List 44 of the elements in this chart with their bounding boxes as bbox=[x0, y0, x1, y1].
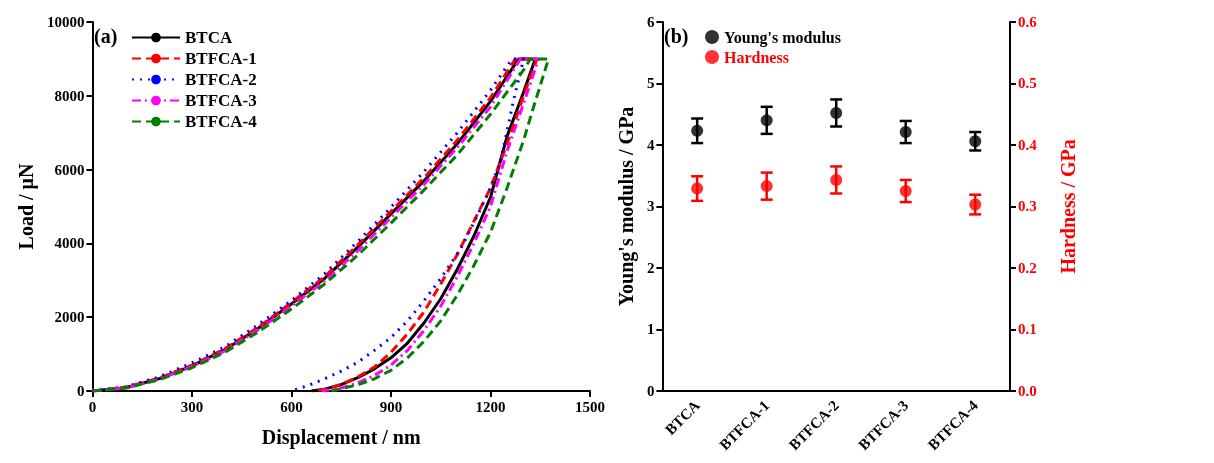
x-tick-label: 300 bbox=[180, 398, 204, 415]
y-tick-label: 2000 bbox=[54, 309, 85, 326]
x-axis-title: Displacement / nm bbox=[261, 426, 421, 449]
y2-tick-label: 0.1 bbox=[1018, 321, 1037, 338]
legend-label: BTFCA-1 bbox=[185, 49, 257, 68]
y-axis-title: Load / μN bbox=[15, 163, 38, 250]
y-tick-label: 4 bbox=[646, 136, 655, 153]
annotation: (b) bbox=[664, 25, 689, 48]
x-tick-label: 1200 bbox=[475, 398, 506, 415]
y-tick-label: 10000 bbox=[46, 14, 85, 30]
annotation: (a) bbox=[94, 25, 118, 48]
y2-tick-label: 0.5 bbox=[1018, 75, 1037, 92]
legend-label: BTFCA-3 bbox=[185, 91, 257, 110]
y-tick-label: 4000 bbox=[54, 235, 85, 252]
point bbox=[760, 180, 773, 193]
x-tick-label: 1500 bbox=[575, 398, 605, 415]
y2-tick-label: 0.3 bbox=[1018, 198, 1037, 215]
y-tick-label: 2 bbox=[646, 259, 655, 276]
y-tick-label: 8000 bbox=[54, 87, 85, 104]
y2-tick-label: 0.2 bbox=[1018, 259, 1037, 276]
legend-label: BTFCA-2 bbox=[185, 70, 257, 89]
y-tick-label: 1 bbox=[646, 321, 655, 338]
y-tick-label: 6 bbox=[646, 14, 655, 30]
y-axis-title: Young's modulus / GPa bbox=[615, 106, 638, 307]
y2-tick-label: 0.0 bbox=[1018, 382, 1037, 399]
legend-label: BTCA bbox=[185, 28, 233, 47]
y2-tick-label: 0.6 bbox=[1018, 14, 1038, 30]
x-tick-label: 600 bbox=[280, 398, 303, 415]
legend-label: BTFCA-4 bbox=[185, 112, 258, 131]
y-tick-label: 5 bbox=[646, 75, 655, 92]
legend-label: Young's modulus bbox=[724, 28, 841, 47]
point bbox=[830, 173, 843, 186]
point bbox=[691, 182, 704, 195]
x-tick-label: 0 bbox=[88, 398, 97, 415]
y2-axis-title: Hardness / GPa bbox=[1057, 139, 1079, 274]
legend-label: Hardness bbox=[724, 48, 789, 66]
y-tick-label: 0 bbox=[76, 383, 85, 399]
point bbox=[969, 198, 982, 211]
y-tick-label: 0 bbox=[646, 382, 655, 399]
y-tick-label: 6000 bbox=[54, 161, 85, 178]
point bbox=[899, 185, 912, 198]
y-tick-label: 3 bbox=[646, 198, 655, 215]
x-tick-label: 900 bbox=[379, 398, 403, 415]
y2-tick-label: 0.4 bbox=[1018, 136, 1038, 153]
